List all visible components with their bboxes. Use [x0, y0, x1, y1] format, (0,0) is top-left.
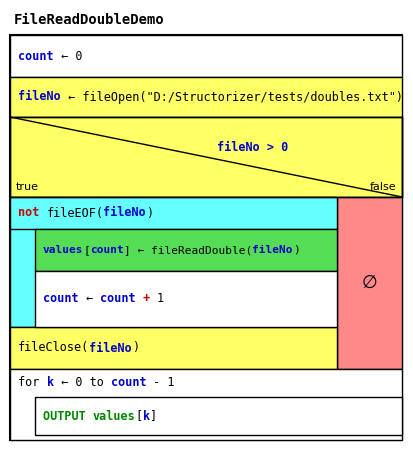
- Text: false: false: [369, 182, 396, 192]
- Text: true: true: [16, 182, 39, 192]
- Text: ←: ←: [78, 292, 100, 306]
- Bar: [35, 229, 337, 271]
- Bar: [10, 117, 402, 197]
- Text: fileNo: fileNo: [89, 342, 132, 355]
- Bar: [35, 397, 402, 435]
- Text: [: [: [135, 410, 143, 423]
- Text: fileClose(: fileClose(: [18, 342, 89, 355]
- Text: 1: 1: [157, 292, 164, 306]
- Text: ∅: ∅: [361, 274, 377, 292]
- Bar: [10, 327, 337, 369]
- Text: ← fileOpen("D:/Structorizer/tests/doubles.txt"): ← fileOpen("D:/Structorizer/tests/double…: [61, 90, 403, 104]
- Text: values: values: [43, 245, 83, 255]
- Text: count: count: [100, 292, 135, 306]
- Text: ): ): [146, 207, 153, 220]
- Text: k: k: [47, 377, 54, 390]
- Text: fileEOF(: fileEOF(: [47, 207, 104, 220]
- Bar: [10, 35, 402, 77]
- Text: ]: ]: [150, 410, 157, 423]
- Text: fileNo: fileNo: [18, 90, 61, 104]
- Bar: [35, 271, 337, 327]
- Text: [: [: [83, 245, 90, 255]
- Text: count: count: [111, 377, 146, 390]
- Text: fileNo > 0: fileNo > 0: [217, 141, 289, 154]
- Text: - 1: - 1: [146, 377, 175, 390]
- Text: fileNo: fileNo: [252, 245, 293, 255]
- Text: +: +: [135, 292, 157, 306]
- Text: count: count: [18, 50, 54, 63]
- Text: ] ← fileReadDouble(: ] ← fileReadDouble(: [124, 245, 252, 255]
- Bar: [10, 197, 337, 229]
- Text: OUTPUT: OUTPUT: [43, 410, 93, 423]
- Text: not: not: [18, 207, 47, 220]
- Text: count: count: [43, 292, 78, 306]
- Text: for: for: [18, 377, 47, 390]
- Bar: [10, 77, 402, 117]
- Text: ← 0 to: ← 0 to: [54, 377, 111, 390]
- Text: ): ): [132, 342, 139, 355]
- Text: values: values: [93, 410, 135, 423]
- Text: count: count: [90, 245, 124, 255]
- Text: ): ): [293, 245, 299, 255]
- Text: k: k: [143, 410, 150, 423]
- Bar: [10, 197, 337, 327]
- Bar: [10, 369, 402, 440]
- Bar: [10, 117, 402, 197]
- Text: fileNo: fileNo: [104, 207, 146, 220]
- Text: FileReadDoubleDemo: FileReadDoubleDemo: [14, 13, 165, 27]
- Bar: [337, 197, 402, 369]
- Text: ← 0: ← 0: [54, 50, 82, 63]
